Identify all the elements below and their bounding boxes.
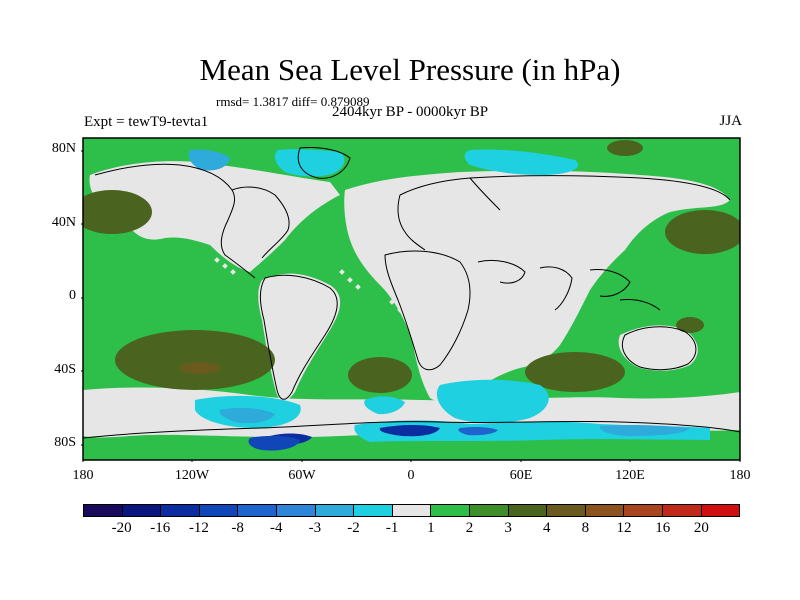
- tick-marks: [81, 150, 741, 462]
- colorbar-swatch: [662, 505, 702, 516]
- strong-positive-australia: [676, 317, 704, 333]
- colorbar-swatch: [585, 505, 625, 516]
- strong-positive-south-atlantic: [348, 357, 412, 393]
- strong-positive-indian: [525, 352, 625, 392]
- negative-weddell: [364, 396, 405, 415]
- colorbar-swatch: [431, 505, 470, 516]
- colorbar-swatch: [315, 505, 355, 516]
- coastline-southeast-asia: [589, 269, 661, 311]
- neutral-eurasia-africa: [344, 170, 730, 402]
- negative-east-antarctic-light: [599, 424, 690, 436]
- coastline-layer: [83, 147, 740, 439]
- colorbar-label: -16: [150, 520, 171, 536]
- colorbar-swatch: [547, 505, 586, 516]
- negative-barents: [464, 149, 579, 175]
- colorbar-label: 2: [465, 520, 474, 536]
- strong-positive-core-pacific: [180, 362, 220, 374]
- coastline-australia: [621, 326, 697, 371]
- colorbar-swatch: [392, 505, 432, 516]
- colorbar-label: 1: [427, 520, 435, 536]
- colorbar-swatch: [238, 505, 277, 516]
- lon-label-180w: 180: [72, 468, 94, 483]
- colorbar-label: 4: [543, 520, 551, 536]
- lat-label-80s: 80S: [54, 435, 76, 450]
- lon-label-60w: 60W: [288, 468, 316, 483]
- colorbar-swatch: [354, 505, 393, 516]
- colorbar-swatch: [624, 505, 663, 516]
- colorbar-swatch: [701, 505, 740, 516]
- strong-positive-siberia: [607, 140, 643, 156]
- colorbar-swatch: [161, 505, 200, 516]
- lat-label-0: 0: [69, 288, 76, 303]
- negative-ross-sea-blue: [248, 435, 300, 451]
- lon-label-120e: 120E: [615, 468, 645, 483]
- colorbar-swatch: [508, 505, 548, 516]
- colorbar-swatch: [469, 505, 509, 516]
- experiment-label: Expt = tewT9-tevta1: [84, 114, 209, 130]
- lon-label-180e: 180: [729, 468, 751, 483]
- plot-title: Mean Sea Level Pressure (in hPa): [199, 52, 621, 87]
- lat-label-40s: 40S: [54, 362, 76, 377]
- colorbar-label: -1: [385, 520, 399, 536]
- colorbar-label: 3: [504, 520, 512, 536]
- negative-west-antarctic: [458, 426, 498, 436]
- strong-positive-south-pacific: [115, 330, 275, 390]
- neutral-north-america: [89, 161, 341, 272]
- anomaly-fill-layer: [83, 138, 740, 460]
- colorbar-label: -12: [188, 520, 209, 536]
- negative-antarctic-strong-east: [379, 425, 440, 437]
- coastline-antarctica: [83, 420, 740, 439]
- neutral-australia: [618, 325, 698, 371]
- coastline-arabia-india: [477, 259, 573, 311]
- coastline-africa: [384, 250, 471, 371]
- colorbar-swatch: [84, 505, 123, 516]
- colorbar: [83, 504, 740, 517]
- coastline-eurasia: [397, 175, 731, 251]
- neutral-arctic-strip: [170, 183, 264, 204]
- tropical-speckle: [214, 257, 496, 357]
- strong-positive-north-pacific: [83, 190, 152, 234]
- lat-label-80n: 80N: [51, 141, 76, 156]
- colorbar-label: 8: [581, 520, 590, 536]
- coastline-south-america: [259, 274, 338, 400]
- negative-amundsen: [219, 407, 275, 424]
- colorbar-label: -8: [231, 520, 244, 536]
- negative-canada-arctic: [188, 149, 230, 171]
- rmsd-diff-stats: rmsd= 1.3817 diff= 0.879089: [216, 94, 370, 109]
- lon-label-0: 0: [407, 468, 415, 483]
- season-label: JJA: [719, 113, 742, 129]
- colorbar-swatch: [122, 505, 162, 516]
- negative-greenland: [274, 149, 345, 177]
- negative-south-atlantic-indian: [436, 379, 549, 424]
- colorbar-label: 12: [616, 520, 632, 536]
- pressure-anomaly-map: [81, 137, 741, 462]
- neutral-south-america: [258, 273, 341, 401]
- colorbar-label: 16: [655, 520, 671, 536]
- time-range-subtitle: 2404kyr BP - 0000kyr BP: [331, 104, 489, 120]
- colorbar-label: 20: [693, 520, 709, 536]
- colorbar-swatch: [276, 505, 316, 516]
- coastline-greenland: [297, 147, 351, 179]
- colorbar-swatch: [199, 505, 239, 516]
- coastline-north-america: [94, 163, 290, 279]
- lon-label-60e: 60E: [509, 468, 533, 483]
- colorbar-label: -3: [308, 520, 322, 536]
- strong-positive-nw-pacific: [665, 210, 740, 254]
- colorbar-label: -2: [347, 520, 360, 536]
- colorbar-label: -4: [269, 520, 283, 536]
- colorbar-label: -20: [111, 520, 132, 536]
- lon-label-120w: 120W: [174, 468, 210, 483]
- lat-label-40n: 40N: [51, 215, 76, 230]
